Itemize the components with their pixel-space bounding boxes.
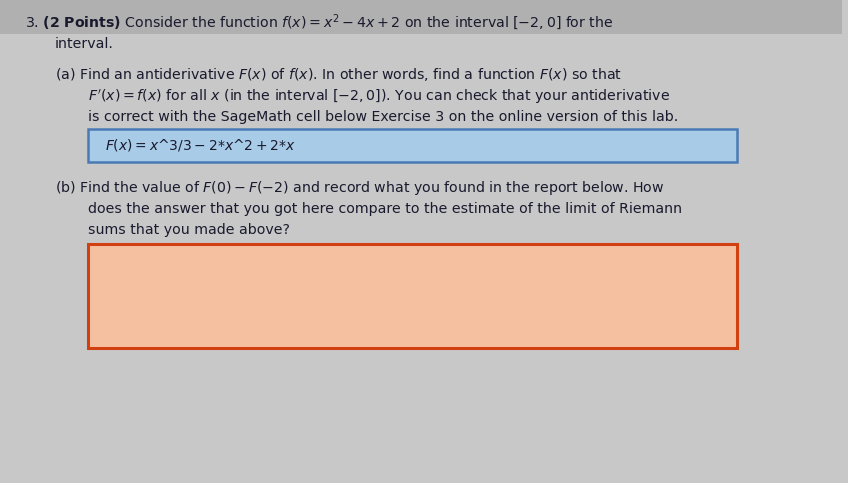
Text: $F(x) = x$^$3/3-2$*$x$^$2+2$*$x$: $F(x) = x$^$3/3-2$*$x$^$2+2$*$x$ xyxy=(105,137,296,154)
Text: is correct with the SageMath cell below Exercise 3 on the online version of this: is correct with the SageMath cell below … xyxy=(88,111,678,124)
Text: (a) Find an antiderivative $F(x)$ of $f(x)$. In other words, find a function $F(: (a) Find an antiderivative $F(x)$ of $f(… xyxy=(55,66,622,84)
FancyBboxPatch shape xyxy=(0,0,842,34)
FancyBboxPatch shape xyxy=(88,244,737,348)
Text: (b) Find the value of $F(0) - F(-2)$ and record what you found in the report bel: (b) Find the value of $F(0) - F(-2)$ and… xyxy=(55,179,664,198)
Text: 3. $\mathbf{(2\ Points)}$ Consider the function $f(x) = x^2 - 4x + 2$ on the int: 3. $\mathbf{(2\ Points)}$ Consider the f… xyxy=(25,12,614,32)
Text: $F'(x) = f(x)$ for all $x$ (in the interval $[-2, 0]$). You can check that your : $F'(x) = f(x)$ for all $x$ (in the inter… xyxy=(88,87,671,106)
Text: does the answer that you got here compare to the estimate of the limit of Rieman: does the answer that you got here compar… xyxy=(88,202,683,216)
Text: interval.: interval. xyxy=(55,38,114,51)
FancyBboxPatch shape xyxy=(88,129,737,162)
Text: sums that you made above?: sums that you made above? xyxy=(88,223,290,237)
